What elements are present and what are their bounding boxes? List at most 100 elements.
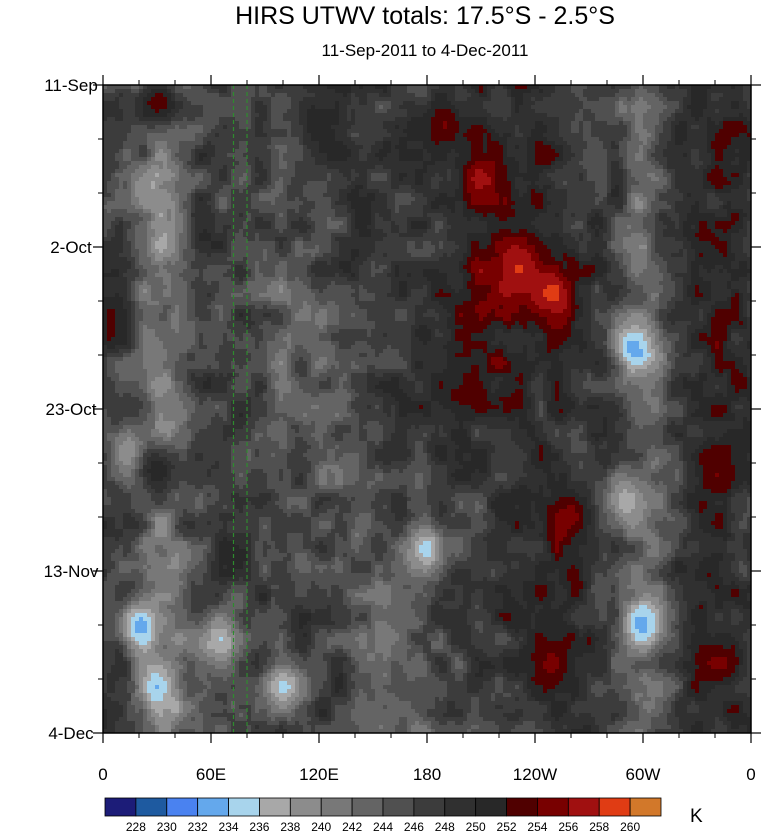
heatmap-cell [475, 181, 480, 186]
heatmap-cell [267, 161, 272, 166]
heatmap-cell [339, 85, 344, 90]
heatmap-cell [311, 197, 316, 202]
heatmap-cell [483, 185, 488, 190]
heatmap-cell [483, 153, 488, 158]
heatmap-cell [731, 113, 736, 118]
heatmap-cell [291, 85, 296, 90]
heatmap-cell [255, 177, 260, 182]
heatmap-cell [719, 109, 724, 114]
heatmap-cell [719, 141, 724, 146]
heatmap-cell [691, 113, 696, 118]
heatmap-cell [339, 205, 344, 210]
heatmap-cell [171, 93, 176, 98]
heatmap-cell [667, 157, 672, 162]
heatmap-cell [439, 117, 444, 122]
heatmap-cell [443, 117, 448, 122]
heatmap-cell [575, 193, 580, 198]
heatmap-cell [235, 101, 240, 106]
heatmap-cell [723, 169, 728, 174]
heatmap-cell [463, 117, 468, 122]
heatmap-cell [615, 205, 620, 210]
heatmap-cell [367, 93, 372, 98]
heatmap-cell [651, 141, 656, 146]
heatmap-cell [627, 149, 632, 154]
heatmap-cell [747, 185, 752, 190]
heatmap-cell [583, 89, 588, 94]
heatmap-cell [559, 169, 564, 174]
heatmap-cell [323, 197, 328, 202]
heatmap-cell [307, 133, 312, 138]
heatmap-cell [107, 153, 112, 158]
heatmap-cell [643, 161, 648, 166]
heatmap-cell [363, 161, 368, 166]
heatmap-cell [631, 149, 636, 154]
heatmap-cell [163, 117, 168, 122]
heatmap-cell [263, 153, 268, 158]
heatmap-cell [603, 93, 608, 98]
heatmap-cell [559, 201, 564, 206]
heatmap-cell [627, 105, 632, 110]
heatmap-cell [275, 197, 280, 202]
heatmap-cell [387, 181, 392, 186]
heatmap-cell [659, 193, 664, 198]
heatmap-cell [147, 121, 152, 126]
heatmap-cell [695, 201, 700, 206]
heatmap-cell [547, 193, 552, 198]
heatmap-cell [735, 181, 740, 186]
heatmap-cell [515, 145, 520, 150]
heatmap-cell [563, 165, 568, 170]
heatmap-cell [679, 165, 684, 170]
heatmap-cell [287, 153, 292, 158]
heatmap-cell [663, 201, 668, 206]
heatmap-cell [323, 93, 328, 98]
heatmap-cell [459, 89, 464, 94]
heatmap-cell [123, 145, 128, 150]
heatmap-cell [667, 181, 672, 186]
heatmap-cell [391, 193, 396, 198]
heatmap-cell [667, 185, 672, 190]
heatmap-cell [267, 145, 272, 150]
heatmap-cell [171, 189, 176, 194]
heatmap-cell [103, 137, 108, 142]
heatmap-cell [155, 169, 160, 174]
heatmap-cell [347, 165, 352, 170]
heatmap-cell [219, 157, 224, 162]
heatmap-cell [411, 205, 416, 210]
heatmap-cell [147, 129, 152, 134]
heatmap-cell [199, 205, 204, 210]
heatmap-cell [487, 105, 492, 110]
heatmap-cell [215, 149, 220, 154]
heatmap-cell [611, 197, 616, 202]
heatmap-cell [507, 141, 512, 146]
heatmap-cell [315, 145, 320, 150]
heatmap-cell [543, 161, 548, 166]
heatmap-cell [747, 117, 752, 122]
heatmap-cell [223, 185, 228, 190]
heatmap-cell [355, 121, 360, 126]
heatmap-cell [291, 169, 296, 174]
heatmap-cell [395, 189, 400, 194]
heatmap-cell [515, 173, 520, 178]
heatmap-cell [527, 157, 532, 162]
heatmap-cell [151, 185, 156, 190]
heatmap-cell [379, 185, 384, 190]
heatmap-cell [215, 129, 220, 134]
heatmap-cell [227, 117, 232, 122]
heatmap-cell [495, 197, 500, 202]
heatmap-cell [127, 169, 132, 174]
heatmap-cell [143, 133, 148, 138]
heatmap-cell [451, 157, 456, 162]
heatmap-cell [411, 157, 416, 162]
heatmap-cell [607, 133, 612, 138]
heatmap-cell [323, 133, 328, 138]
heatmap-cell [563, 149, 568, 154]
heatmap-cell [431, 137, 436, 142]
heatmap-cell [571, 173, 576, 178]
heatmap-cell [523, 153, 528, 158]
heatmap-cell [175, 105, 180, 110]
heatmap-cell [451, 193, 456, 198]
heatmap-cell [639, 85, 644, 90]
heatmap-cell [295, 89, 300, 94]
heatmap-cell [747, 193, 752, 198]
heatmap-cell [555, 97, 560, 102]
